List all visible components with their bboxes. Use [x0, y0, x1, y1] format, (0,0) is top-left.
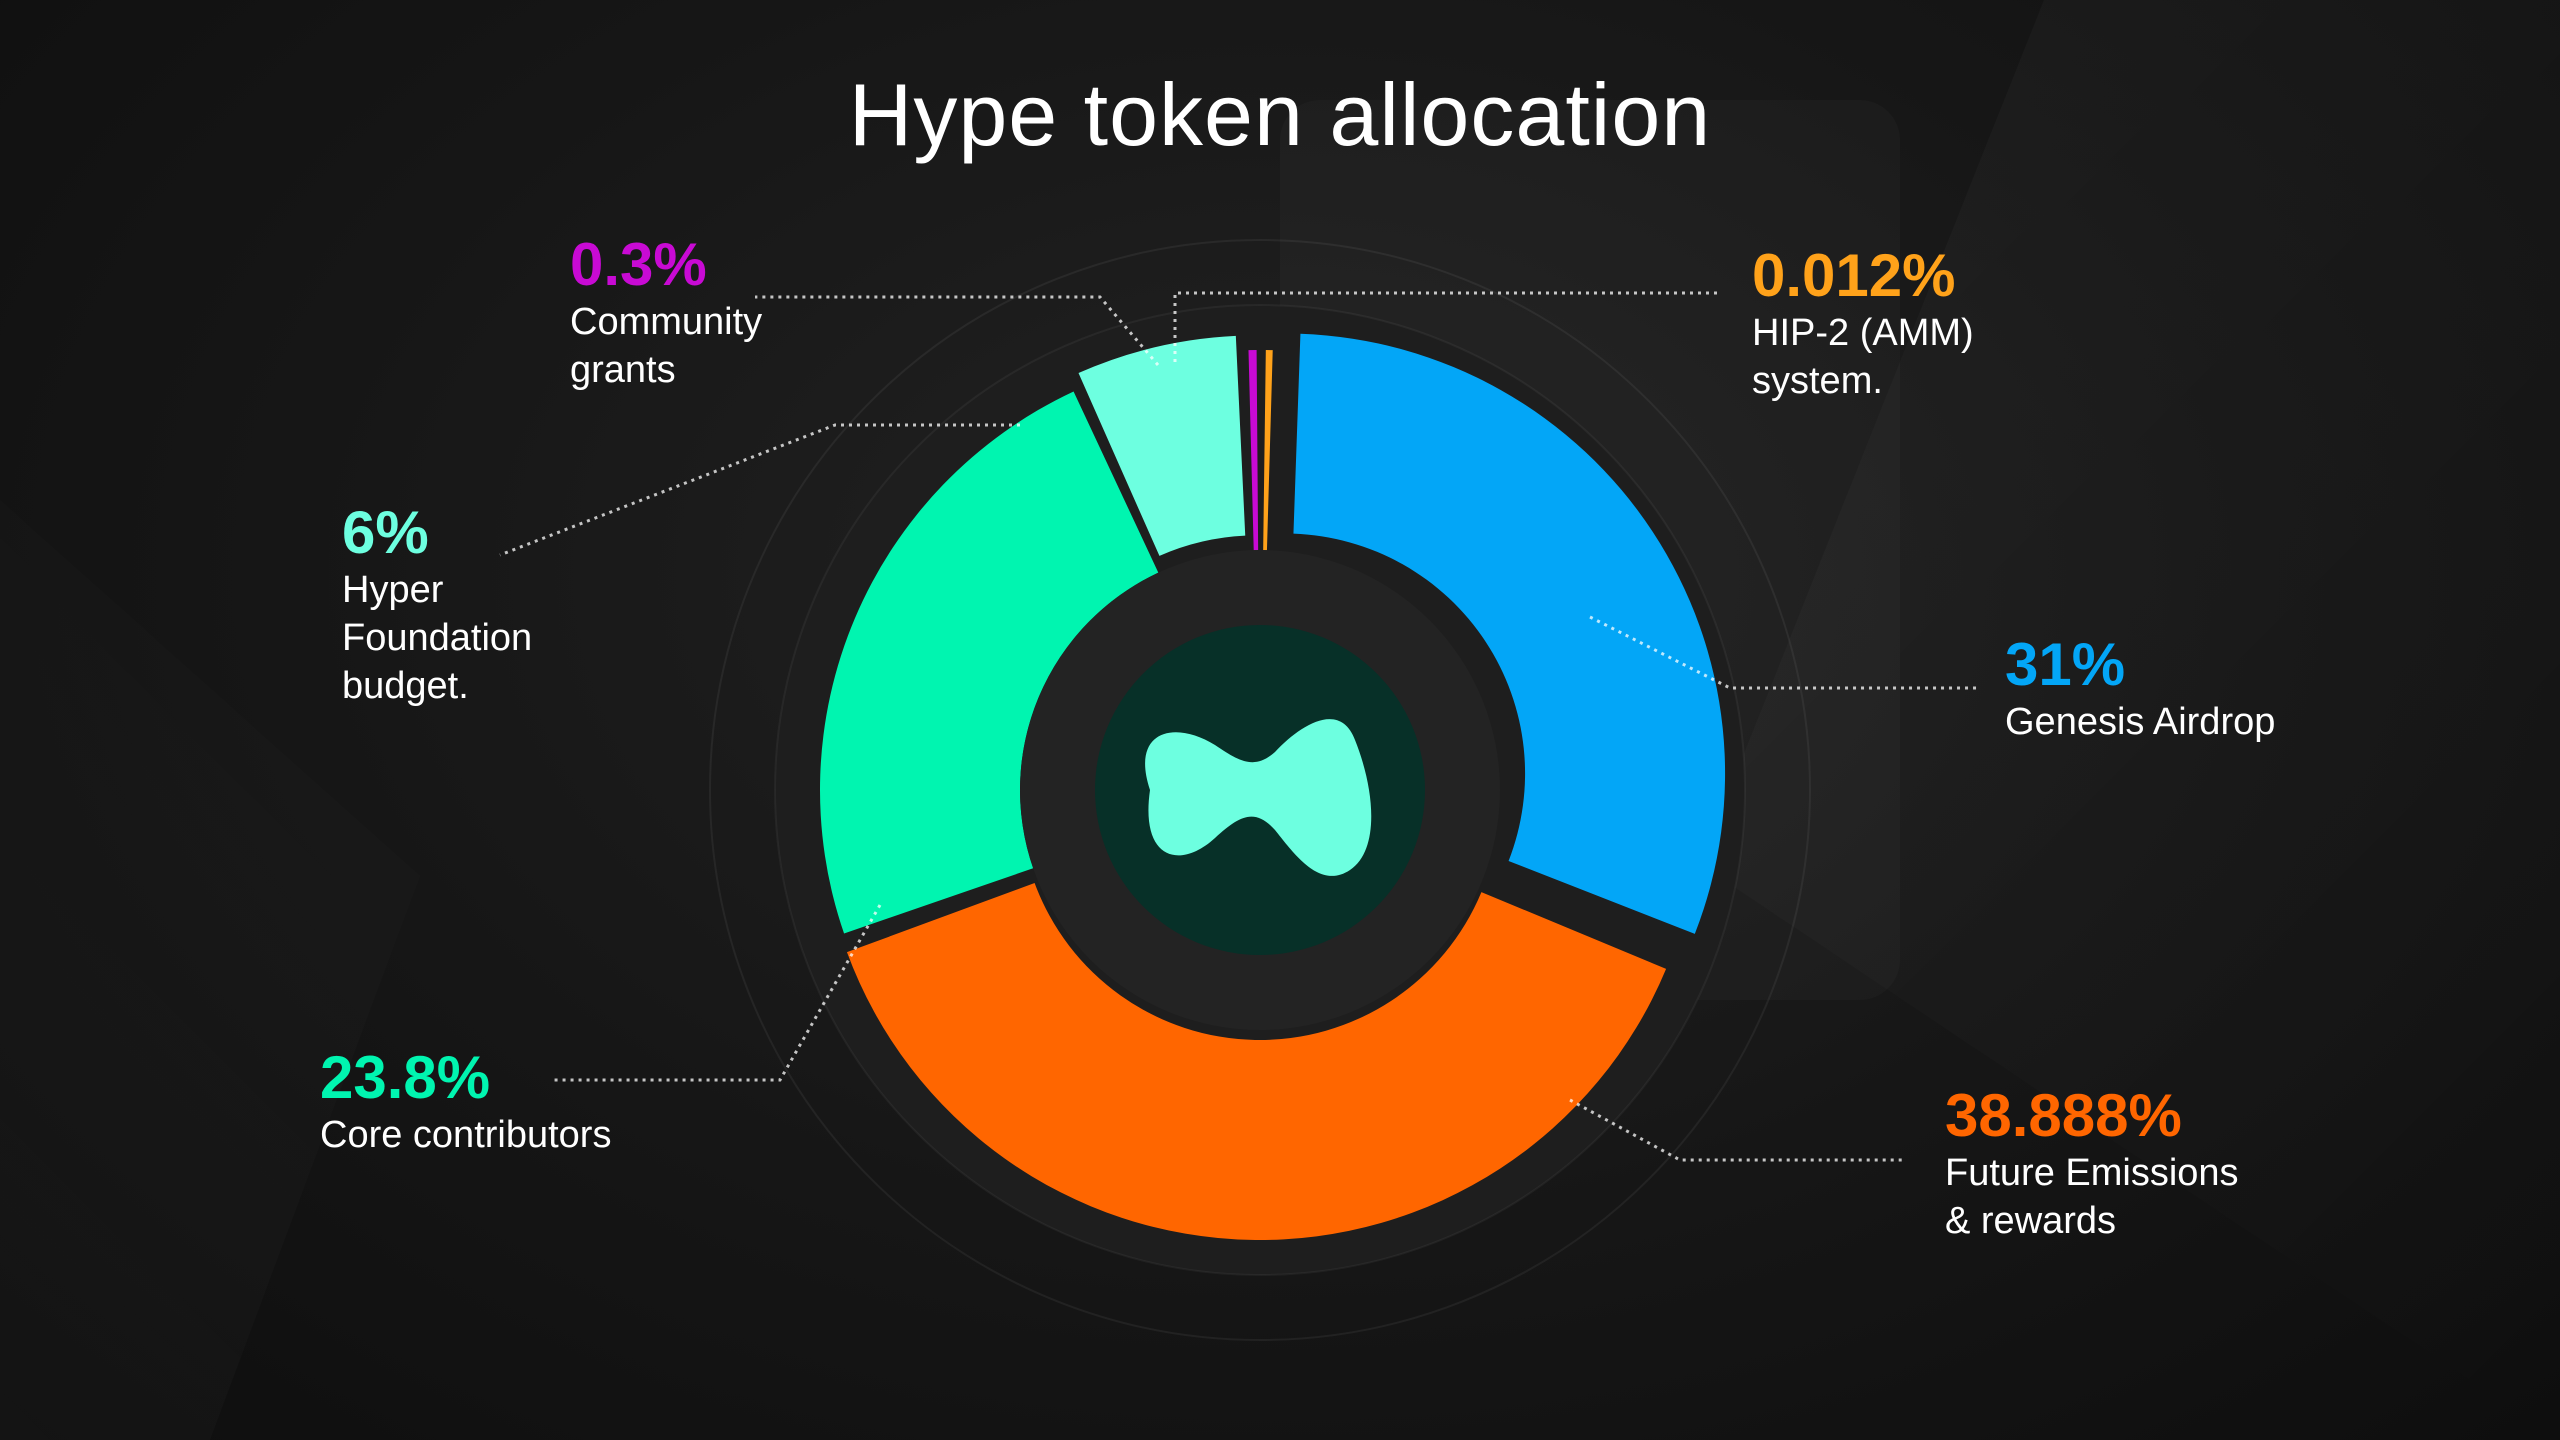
label-percent: 31%	[2005, 631, 2126, 698]
label-name: Genesis Airdrop	[2005, 701, 2276, 743]
label-name: Hyper Foundation budget.	[342, 569, 533, 707]
label-name: Core contributors	[320, 1114, 612, 1156]
label-percent: 6%	[342, 499, 429, 566]
slice-core-contributors	[819, 391, 1159, 934]
leader-line-hip2-amm	[1173, 291, 1720, 362]
label-name: Community grants	[570, 301, 763, 391]
chart-title: Hype token allocation	[848, 65, 1712, 164]
label-foundation-budget: 6% Hyper Foundation budget.	[342, 500, 532, 710]
slice-future-emissions	[846, 883, 1667, 1240]
leader-line-foundation-budget	[499, 423, 1020, 557]
leader-line-future-emissions	[1569, 1098, 1905, 1162]
center-badge	[1020, 550, 1500, 1030]
label-hip2-amm: 0.012% HIP-2 (AMM) system.	[1752, 243, 1974, 405]
slice-foundation-budget	[1078, 335, 1246, 556]
label-genesis-airdrop: 31% Genesis Airdrop	[2005, 632, 2275, 746]
label-percent: 0.3%	[570, 231, 707, 298]
label-future-emissions: 38.888% Future Emissions & rewards	[1945, 1083, 2239, 1245]
slice-hip2-amm	[1263, 350, 1273, 551]
label-percent: 38.888%	[1945, 1082, 2182, 1149]
label-name: HIP-2 (AMM) system.	[1752, 312, 1974, 402]
label-name: Future Emissions & rewards	[1945, 1152, 2239, 1242]
slice-community-grants	[1248, 350, 1259, 551]
leader-line-core-contributors	[550, 904, 882, 1082]
label-percent: 0.012%	[1752, 242, 1956, 309]
label-percent: 23.8%	[320, 1044, 491, 1111]
slice-genesis-airdrop	[1293, 333, 1726, 934]
label-community-grants: 0.3% Community grants	[570, 232, 762, 394]
label-core-contributors: 23.8% Core contributors	[320, 1045, 611, 1159]
hyperliquid-logo-icon	[1145, 719, 1372, 876]
leader-line-community-grants	[755, 295, 1160, 366]
